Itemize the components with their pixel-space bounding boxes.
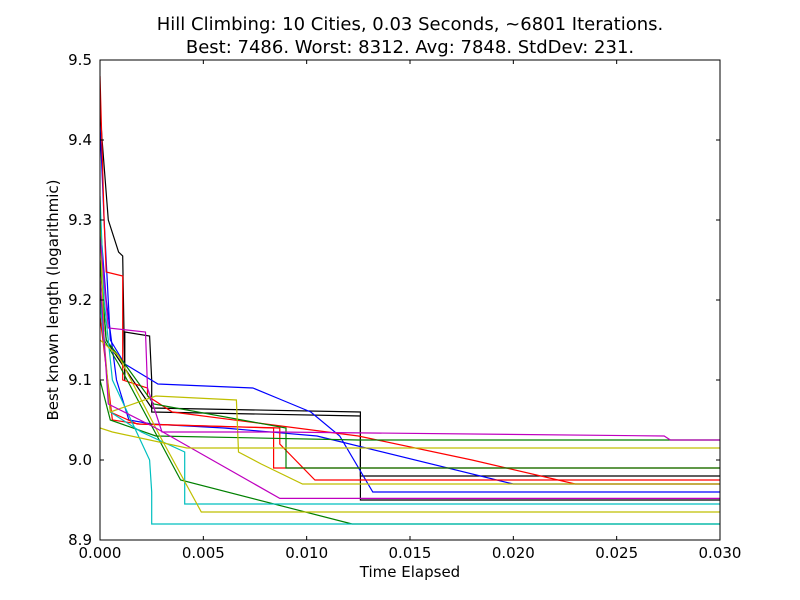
y-tick-label: 9.1 <box>68 371 92 389</box>
x-tick-label: 0.010 <box>285 544 328 562</box>
series-line-8 <box>100 259 720 469</box>
series-line-5 <box>100 75 720 485</box>
series-line-13 <box>100 219 720 485</box>
series-layer <box>100 75 720 525</box>
y-tick-label: 9.3 <box>68 211 92 229</box>
series-line-16 <box>100 275 720 499</box>
series-line-4 <box>100 219 720 485</box>
series-line-12 <box>100 299 720 505</box>
y-tick-label: 9.2 <box>68 291 92 309</box>
x-tick-label: 0.015 <box>389 544 432 562</box>
x-tick-label: 0.030 <box>699 544 742 562</box>
series-line-1 <box>100 107 720 477</box>
y-tick-label: 9.0 <box>68 451 92 469</box>
series-line-3 <box>100 123 720 493</box>
x-tick-label: 0.005 <box>182 544 225 562</box>
series-line-15 <box>100 235 720 441</box>
series-line-11 <box>100 195 720 525</box>
x-tick-label: 0.025 <box>595 544 638 562</box>
series-line-9 <box>100 283 720 525</box>
x-tick-label: 0.020 <box>492 544 535 562</box>
tick-layer: 0.000 0.005 0.010 0.015 0.020 0.025 0.030 8.9 9.… <box>68 51 741 562</box>
chart-subtitle: Best: 7486. Worst: 8312. Avg: 7848. StdD… <box>186 37 634 58</box>
y-tick-label: 8.9 <box>68 531 92 549</box>
series-line-10 <box>100 379 720 441</box>
series-line-17 <box>100 427 720 449</box>
x-tick-label: 0.000 <box>79 544 122 562</box>
y-tick-label: 9.4 <box>68 131 92 149</box>
series-line-14 <box>100 339 720 513</box>
series-line-2 <box>100 259 720 501</box>
series-line-7 <box>100 315 720 481</box>
x-axis-label: Time Elapsed <box>359 563 460 581</box>
chart-title: Hill Climbing: 10 Cities, 0.03 Seconds, … <box>157 14 664 35</box>
y-tick-label: 9.5 <box>68 51 92 69</box>
series-line-6 <box>100 299 720 469</box>
y-axis-label: Best known length (logarithmic) <box>44 180 62 421</box>
